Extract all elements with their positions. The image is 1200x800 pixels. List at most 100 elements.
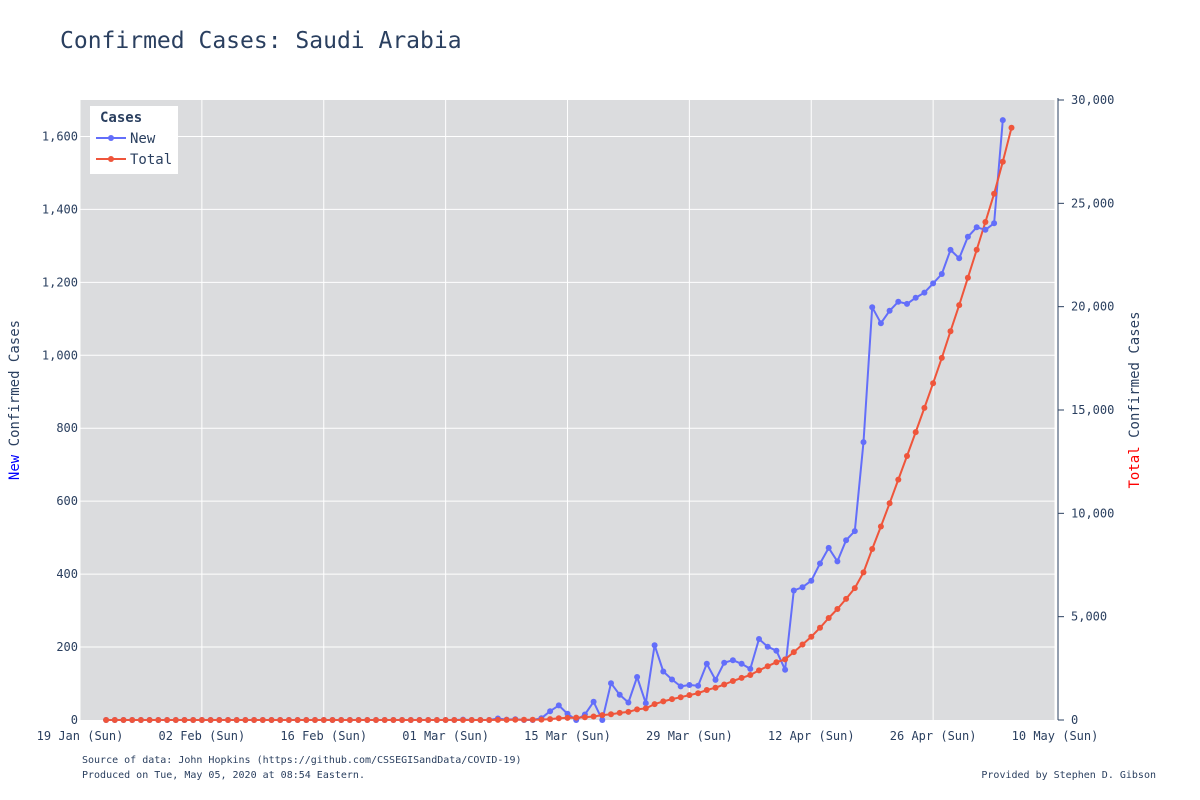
data-point-new xyxy=(773,647,780,654)
data-point-total xyxy=(399,717,406,723)
data-point-total xyxy=(172,717,179,723)
data-point-total xyxy=(137,717,144,723)
data-point-total xyxy=(155,717,162,723)
data-point-new xyxy=(825,544,832,551)
data-point-total xyxy=(773,659,780,666)
data-point-new xyxy=(877,320,884,327)
data-point-total xyxy=(616,709,623,716)
data-point-new xyxy=(817,560,823,567)
data-point-total xyxy=(695,690,702,697)
legend-item-new[interactable]: New xyxy=(130,131,156,147)
data-point-total xyxy=(129,717,136,723)
data-point-total xyxy=(355,717,362,723)
data-point-total xyxy=(799,641,806,648)
data-point-new xyxy=(738,660,745,667)
data-point-total xyxy=(303,717,310,723)
data-point-total xyxy=(904,453,910,459)
data-point-total xyxy=(120,717,127,723)
data-point-new xyxy=(642,700,649,707)
page-title: Confirmed Cases: Saudi Arabia xyxy=(60,28,462,54)
data-point-new xyxy=(660,668,667,675)
x-tick-label: 10 May (Sun) xyxy=(1012,729,1099,743)
data-point-total xyxy=(259,717,266,723)
data-point-total xyxy=(486,717,493,723)
data-point-total xyxy=(581,714,588,721)
y-left-tick-label: 600 xyxy=(56,494,78,508)
data-point-new xyxy=(930,280,937,287)
data-point-total xyxy=(268,717,275,723)
data-point-new xyxy=(869,304,876,311)
data-point-new xyxy=(625,699,632,706)
data-point-total xyxy=(407,717,414,723)
data-point-total xyxy=(242,717,249,723)
data-point-total xyxy=(921,404,928,411)
y-left-tick-label: 400 xyxy=(56,567,78,581)
data-point-total xyxy=(373,717,379,723)
data-point-new xyxy=(904,300,910,307)
data-point-new xyxy=(564,710,571,717)
data-point-total xyxy=(964,274,971,281)
legend-item-total[interactable]: Total xyxy=(130,152,172,168)
data-point-new xyxy=(973,224,980,231)
data-point-total xyxy=(660,698,667,705)
data-point-total xyxy=(703,687,710,693)
data-point-total xyxy=(564,714,571,721)
data-point-total xyxy=(877,523,884,530)
data-point-new xyxy=(964,233,971,240)
data-point-total xyxy=(103,717,110,723)
data-point-total xyxy=(312,717,318,723)
y-right-tick-label: 30,000 xyxy=(1071,93,1114,107)
data-point-total xyxy=(320,717,327,723)
data-point-total xyxy=(338,717,345,723)
y-left-tick-label: 1,200 xyxy=(42,275,78,289)
data-point-total xyxy=(529,716,536,723)
data-point-total xyxy=(503,716,510,723)
data-point-total xyxy=(790,649,797,656)
data-point-total xyxy=(1008,124,1015,131)
data-point-new xyxy=(712,676,719,683)
data-point-total xyxy=(512,716,519,723)
data-point-total xyxy=(982,219,989,225)
data-point-new xyxy=(790,587,797,594)
data-point-total xyxy=(599,712,606,719)
data-point-total xyxy=(573,714,580,721)
source-note: Source of data: John Hopkins (https://gi… xyxy=(82,755,522,766)
data-point-new xyxy=(912,294,919,301)
data-point-total xyxy=(442,717,449,723)
data-point-total xyxy=(669,696,675,703)
y-left-tick-label: 200 xyxy=(56,640,78,654)
data-point-new xyxy=(843,537,850,544)
data-point-new xyxy=(834,558,841,565)
data-point-total xyxy=(233,717,240,723)
gridlines xyxy=(79,100,1056,720)
data-point-total xyxy=(825,615,832,621)
y-left-tick-label: 1,400 xyxy=(42,202,78,216)
legend[interactable]: Cases New Total xyxy=(90,106,178,174)
data-point-total xyxy=(547,716,554,723)
x-tick-label: 01 Mar (Sun) xyxy=(402,729,489,743)
legend-title: Cases xyxy=(100,110,142,126)
data-point-new xyxy=(634,674,641,680)
data-point-total xyxy=(999,158,1006,165)
data-point-new xyxy=(695,682,702,689)
data-point-total xyxy=(930,380,937,387)
y-right-tick-label: 20,000 xyxy=(1071,300,1114,314)
data-point-new xyxy=(982,226,989,233)
data-point-total xyxy=(225,717,231,723)
y-right-tick-label: 5,000 xyxy=(1071,610,1107,624)
data-point-total xyxy=(869,546,876,552)
data-point-new xyxy=(677,683,684,690)
data-point-total xyxy=(451,717,458,723)
data-point-total xyxy=(764,663,771,670)
data-point-new xyxy=(999,117,1006,124)
data-point-total xyxy=(381,717,388,723)
y-right-tick-label: 10,000 xyxy=(1071,506,1114,520)
data-point-total xyxy=(181,717,188,723)
data-point-new xyxy=(651,642,658,649)
data-point-total xyxy=(251,717,258,723)
y-left-tick-label: 800 xyxy=(56,421,78,435)
data-point-total xyxy=(782,656,789,663)
credit-note: Provided by Stephen D. Gibson xyxy=(981,770,1156,781)
data-point-total xyxy=(425,717,432,723)
data-point-total xyxy=(277,717,284,723)
